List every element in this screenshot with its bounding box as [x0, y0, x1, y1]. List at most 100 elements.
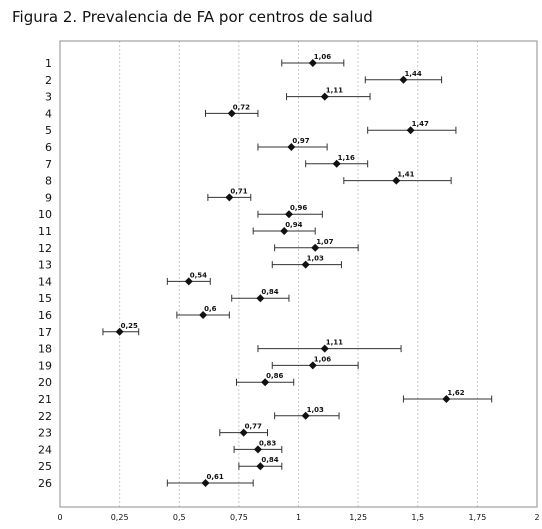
value-label: 1,07 — [316, 238, 333, 246]
point-marker — [284, 210, 293, 219]
value-label: 0,71 — [230, 187, 247, 195]
category-label: 20 — [38, 376, 52, 389]
point-marker — [301, 260, 310, 269]
point-marker — [115, 327, 124, 336]
point-marker — [184, 277, 193, 286]
category-label: 19 — [38, 359, 52, 372]
forest-row: 1,03 — [274, 406, 340, 420]
forest-row: 0,72 — [204, 103, 259, 118]
category-label: 4 — [45, 107, 52, 120]
forest-row: 1,47 — [367, 120, 457, 135]
category-label: 25 — [38, 460, 52, 473]
category-label: 26 — [38, 477, 52, 490]
category-label: 16 — [38, 309, 52, 322]
value-label: 1,06 — [314, 355, 331, 363]
value-label: 0,77 — [245, 423, 262, 431]
point-marker — [308, 361, 317, 370]
value-label: 0,83 — [259, 439, 276, 447]
point-marker — [392, 176, 401, 185]
point-marker — [287, 143, 296, 151]
category-labels: 1234567891011121314151617181920212223242… — [38, 57, 52, 490]
category-label: 14 — [38, 275, 52, 288]
category-label: 24 — [38, 443, 52, 456]
category-label: 10 — [38, 208, 52, 221]
point-marker — [301, 411, 310, 420]
value-label: 0,86 — [266, 372, 283, 380]
forest-row: 1,06 — [271, 355, 359, 370]
x-tick-label: 0,25 — [111, 513, 129, 522]
forest-row: 0,61 — [166, 473, 254, 487]
category-label: 1 — [45, 57, 52, 70]
forest-row: 0,97 — [257, 137, 328, 151]
category-label: 6 — [45, 141, 52, 154]
forest-row: 1,62 — [402, 389, 493, 403]
category-label: 12 — [38, 242, 52, 255]
category-label: 15 — [38, 292, 52, 305]
value-label: 0,84 — [261, 456, 278, 464]
value-label: 0,54 — [190, 271, 207, 279]
point-marker — [261, 378, 270, 387]
forest-row: 0,86 — [235, 372, 295, 387]
data-marks: 1,06 1,44 1,11 0,72 1,47 0,97 1,16 1,41 0,71 0,96… — [102, 53, 493, 487]
value-label: 1,06 — [314, 53, 331, 61]
grid-lines — [119, 41, 478, 507]
chart-title: Figura 2. Prevalencia de FA por centros … — [12, 8, 373, 26]
point-marker — [239, 428, 248, 437]
value-label: 0,84 — [261, 288, 278, 296]
forest-row: 0,94 — [252, 221, 316, 235]
point-marker — [311, 243, 320, 252]
value-label: 0,61 — [206, 473, 223, 481]
forest-row: 0,54 — [166, 271, 211, 286]
point-marker — [406, 126, 415, 135]
forest-row: 1,41 — [343, 171, 452, 185]
category-label: 13 — [38, 259, 52, 272]
point-marker — [332, 159, 341, 168]
forest-row: 1,44 — [364, 70, 443, 84]
value-label: 1,11 — [326, 339, 343, 347]
x-tick-label: 1,75 — [468, 513, 486, 522]
x-axis-tick-labels: 0 0,25 0,5 0,75 1 1,25 1,5 1,75 2 — [57, 513, 539, 522]
point-marker — [256, 462, 265, 471]
category-label: 23 — [38, 427, 52, 440]
category-label: 9 — [45, 191, 52, 204]
value-label: 1,62 — [447, 389, 464, 397]
value-label: 1,47 — [412, 120, 429, 128]
x-tick-label: 1,25 — [349, 513, 367, 522]
forest-row: 0,96 — [257, 204, 323, 219]
value-label: 1,03 — [307, 406, 324, 414]
value-label: 0,25 — [121, 322, 138, 330]
category-label: 22 — [38, 410, 52, 423]
value-label: 0,97 — [292, 137, 309, 145]
plot-frame — [59, 40, 538, 508]
forest-row: 0,77 — [219, 423, 268, 437]
value-label: 0,6 — [204, 305, 217, 313]
forest-row: 1,03 — [271, 255, 342, 269]
x-tick-label: 0,75 — [230, 513, 248, 522]
category-label: 18 — [38, 343, 52, 356]
point-marker — [199, 311, 208, 319]
point-marker — [225, 193, 234, 202]
category-label: 11 — [38, 225, 52, 238]
value-label: 1,16 — [338, 154, 355, 162]
value-label: 0,96 — [290, 204, 307, 212]
forest-row: 1,11 — [286, 87, 371, 101]
point-marker — [399, 75, 408, 84]
x-tick-label: 0 — [57, 513, 62, 522]
forest-row: 0,83 — [233, 439, 283, 454]
forest-row: 1,16 — [305, 154, 369, 168]
x-tick-label: 0,5 — [173, 513, 186, 522]
point-marker — [442, 395, 451, 403]
point-marker — [201, 479, 210, 487]
x-tick-label: 2 — [534, 513, 539, 522]
point-marker — [280, 227, 289, 235]
x-tick-label: 1,5 — [411, 513, 424, 522]
point-marker — [227, 109, 236, 118]
value-label: 1,11 — [326, 87, 343, 95]
category-label: 7 — [45, 158, 52, 171]
value-label: 0,94 — [285, 221, 302, 229]
value-label: 1,03 — [307, 255, 324, 263]
point-marker — [256, 294, 265, 303]
forest-row: 0,84 — [238, 456, 283, 471]
point-marker — [253, 445, 262, 454]
